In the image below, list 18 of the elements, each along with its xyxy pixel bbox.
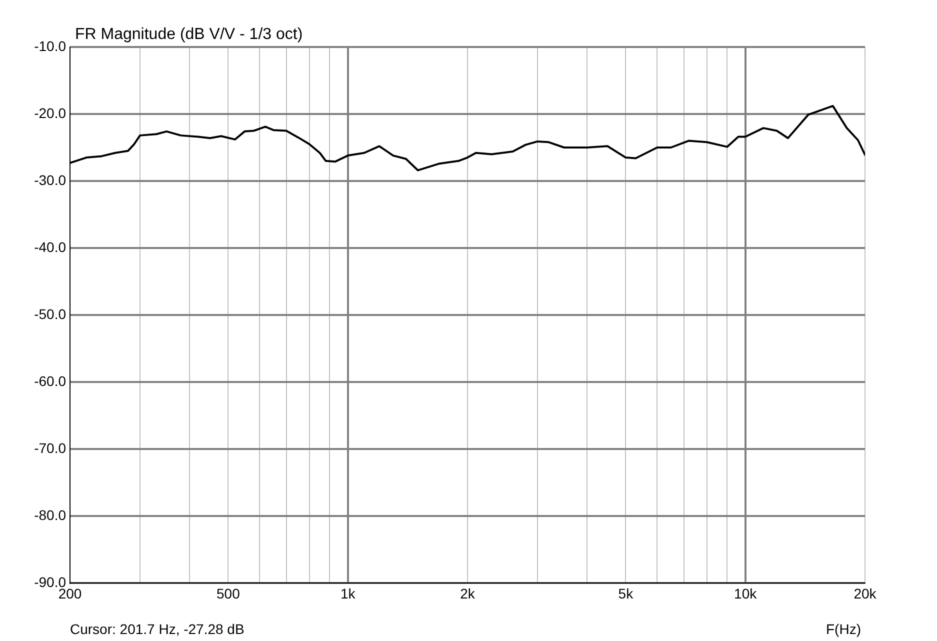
x-tick-label: 2k (460, 585, 476, 602)
y-tick-label: -80.0 (34, 506, 66, 523)
y-tick-label: -10.0 (34, 38, 66, 54)
y-tick-label: -40.0 (34, 238, 66, 255)
x-tick-label: 1k (340, 585, 356, 602)
x-tick-label: 500 (216, 585, 240, 602)
y-tick-label: -60.0 (34, 372, 66, 389)
y-tick-label: -20.0 (34, 104, 66, 121)
chart-title: FR Magnitude (dB V/V - 1/3 oct) (75, 26, 303, 43)
y-tick-label: -50.0 (34, 306, 66, 322)
text: Cursor: 201.7 Hz, -27.28 dB (70, 621, 244, 637)
y-tick-label: -70.0 (34, 440, 66, 456)
x-tick-label: 10k (734, 585, 758, 602)
x-axis-title: F(Hz) (826, 621, 861, 637)
y-tick-label: -90.0 (34, 574, 66, 590)
y-tick-label: -30.0 (34, 172, 66, 188)
x-tick-label: 20k (854, 585, 878, 602)
x-tick-label: 5k (618, 585, 634, 602)
